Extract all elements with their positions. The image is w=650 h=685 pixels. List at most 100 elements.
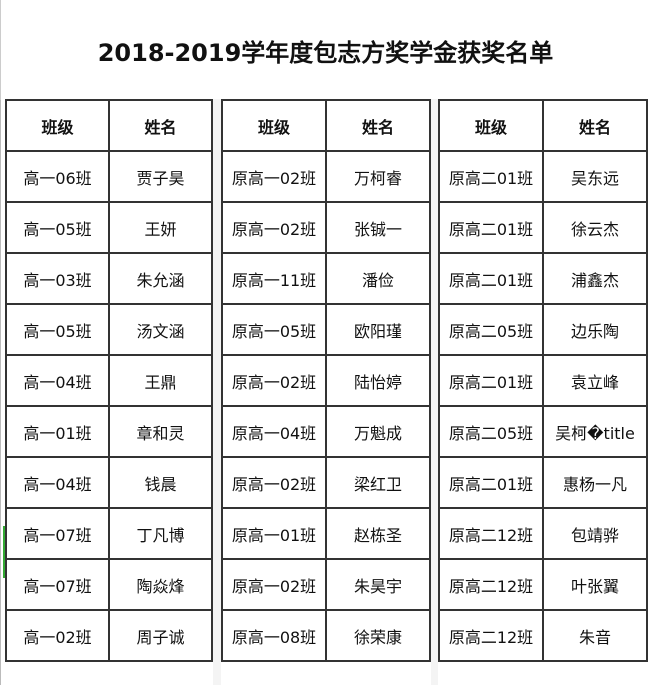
page-title: 2018-2019学年度包志方奖学金获奖名单: [0, 0, 650, 100]
sheet-left-border: [0, 0, 1, 685]
award-table-group-1: 班级 姓名 高一06班 贾子昊 高一05班 王妍 高一03班 朱允涵 高一05班 汤文涵 高一04班…: [5, 99, 213, 662]
table-row: 原高二12班 叶张翼: [438, 558, 648, 611]
table-row: 原高二01班 徐云杰: [438, 201, 648, 254]
class-cell[interactable]: 原高一08班: [221, 609, 327, 662]
name-cell[interactable]: 欧阳瑾: [325, 303, 431, 356]
table-row: 原高一04班 万魁成: [221, 405, 431, 458]
name-cell[interactable]: 周子诚: [108, 609, 213, 662]
header-name[interactable]: 姓名: [542, 99, 648, 152]
name-cell[interactable]: 钱晨: [108, 456, 213, 509]
name-cell[interactable]: 王鼎: [108, 354, 213, 407]
class-cell[interactable]: 原高二01班: [438, 150, 544, 203]
name-cell[interactable]: 朱昊宇: [325, 558, 431, 611]
class-cell[interactable]: 原高二01班: [438, 456, 544, 509]
table-row: 高一05班 王妍: [5, 201, 213, 254]
class-cell[interactable]: 原高一02班: [221, 354, 327, 407]
class-cell[interactable]: 原高一02班: [221, 201, 327, 254]
class-cell[interactable]: 原高二05班: [438, 303, 544, 356]
table-row: 高一03班 朱允涵: [5, 252, 213, 305]
header-class[interactable]: 班级: [221, 99, 327, 152]
table-row: 高一07班 陶焱烽: [5, 558, 213, 611]
class-cell[interactable]: 原高二01班: [438, 252, 544, 305]
name-cell[interactable]: 朱音: [542, 609, 648, 662]
name-cell[interactable]: 朱允涵: [108, 252, 213, 305]
name-cell[interactable]: 潘俭: [325, 252, 431, 305]
name-cell[interactable]: 贾子昊: [108, 150, 213, 203]
table-row: 高一02班 周子诚: [5, 609, 213, 662]
table-row: 原高二05班 吴柯�title: [438, 405, 648, 458]
class-cell[interactable]: 原高二12班: [438, 558, 544, 611]
table-row: 原高二01班 浦鑫杰: [438, 252, 648, 305]
class-cell[interactable]: 高一06班: [5, 150, 110, 203]
table-row: 原高二01班 袁立峰: [438, 354, 648, 407]
class-cell[interactable]: 原高一01班: [221, 507, 327, 560]
table-row: 原高二12班 朱音: [438, 609, 648, 662]
column-gap: [431, 99, 438, 685]
name-cell[interactable]: 叶张翼: [542, 558, 648, 611]
header-class[interactable]: 班级: [5, 99, 110, 152]
name-cell[interactable]: 包靖骅: [542, 507, 648, 560]
table-row: 原高二01班 吴东远: [438, 150, 648, 203]
table-row: 原高一08班 徐荣康: [221, 609, 431, 662]
class-cell[interactable]: 原高二12班: [438, 609, 544, 662]
table-row: 原高一02班 朱昊宇: [221, 558, 431, 611]
class-cell[interactable]: 原高二12班: [438, 507, 544, 560]
table-row: 高一04班 钱晨: [5, 456, 213, 509]
name-cell[interactable]: 吴柯�title: [542, 405, 648, 458]
name-cell[interactable]: 张铖一: [325, 201, 431, 254]
header-row: 班级 姓名: [5, 99, 213, 152]
table-row: 高一07班 丁凡博: [5, 507, 213, 560]
table-row: 高一05班 汤文涵: [5, 303, 213, 356]
name-cell[interactable]: 汤文涵: [108, 303, 213, 356]
class-cell[interactable]: 原高二05班: [438, 405, 544, 458]
name-cell[interactable]: 袁立峰: [542, 354, 648, 407]
name-cell[interactable]: 徐荣康: [325, 609, 431, 662]
class-cell[interactable]: 高一05班: [5, 303, 110, 356]
class-cell[interactable]: 原高一02班: [221, 558, 327, 611]
header-name[interactable]: 姓名: [325, 99, 431, 152]
award-table-group-3: 班级 姓名 原高二01班 吴东远 原高二01班 徐云杰 原高二01班 浦鑫杰 原高二05班 边乐陶…: [438, 99, 648, 662]
table-row: 原高一02班 陆怡婷: [221, 354, 431, 407]
class-cell[interactable]: 原高一02班: [221, 150, 327, 203]
class-cell[interactable]: 高一02班: [5, 609, 110, 662]
header-class[interactable]: 班级: [438, 99, 544, 152]
class-cell[interactable]: 原高一02班: [221, 456, 327, 509]
header-row: 班级 姓名: [221, 99, 431, 152]
class-cell[interactable]: 高一04班: [5, 456, 110, 509]
class-cell[interactable]: 高一03班: [5, 252, 110, 305]
name-cell[interactable]: 万柯睿: [325, 150, 431, 203]
class-cell[interactable]: 原高一11班: [221, 252, 327, 305]
table-row: 原高一02班 万柯睿: [221, 150, 431, 203]
header-name[interactable]: 姓名: [108, 99, 213, 152]
name-cell[interactable]: 章和灵: [108, 405, 213, 458]
class-cell[interactable]: 原高一04班: [221, 405, 327, 458]
table-row: 高一01班 章和灵: [5, 405, 213, 458]
header-row: 班级 姓名: [438, 99, 648, 152]
name-cell[interactable]: 徐云杰: [542, 201, 648, 254]
table-row: 原高一01班 赵栋圣: [221, 507, 431, 560]
class-cell[interactable]: 高一01班: [5, 405, 110, 458]
table-row: 原高一05班 欧阳瑾: [221, 303, 431, 356]
class-cell[interactable]: 原高二01班: [438, 201, 544, 254]
name-cell[interactable]: 万魁成: [325, 405, 431, 458]
class-cell[interactable]: 原高二01班: [438, 354, 544, 407]
name-cell[interactable]: 陶焱烽: [108, 558, 213, 611]
name-cell[interactable]: 丁凡博: [108, 507, 213, 560]
class-cell[interactable]: 高一07班: [5, 558, 110, 611]
name-cell[interactable]: 王妍: [108, 201, 213, 254]
table-row: 原高一02班 梁红卫: [221, 456, 431, 509]
name-cell[interactable]: 陆怡婷: [325, 354, 431, 407]
name-cell[interactable]: 浦鑫杰: [542, 252, 648, 305]
name-cell[interactable]: 惠杨一凡: [542, 456, 648, 509]
name-cell[interactable]: 边乐陶: [542, 303, 648, 356]
table-row: 高一04班 王鼎: [5, 354, 213, 407]
name-cell[interactable]: 吴东远: [542, 150, 648, 203]
class-cell[interactable]: 高一05班: [5, 201, 110, 254]
column-gap: [213, 99, 221, 685]
name-cell[interactable]: 赵栋圣: [325, 507, 431, 560]
name-cell[interactable]: 梁红卫: [325, 456, 431, 509]
class-cell[interactable]: 高一04班: [5, 354, 110, 407]
class-cell[interactable]: 高一07班: [5, 507, 110, 560]
table-row: 原高一02班 张铖一: [221, 201, 431, 254]
class-cell[interactable]: 原高一05班: [221, 303, 327, 356]
